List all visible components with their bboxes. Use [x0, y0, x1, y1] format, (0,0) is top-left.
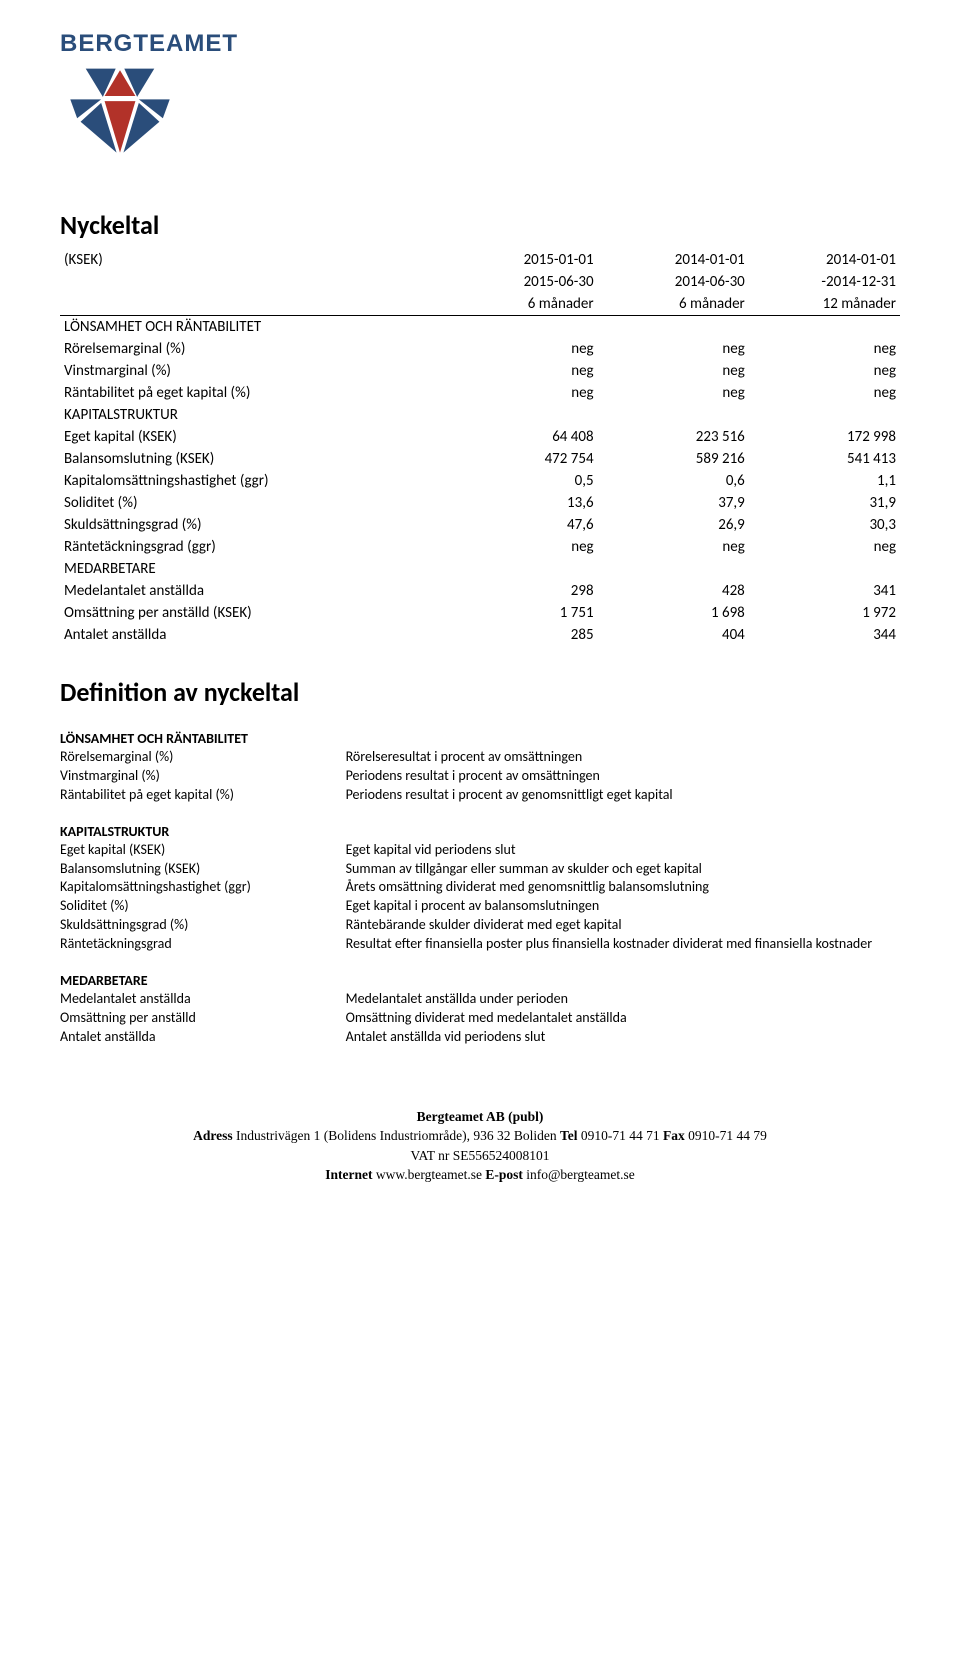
table-row: Eget kapital (KSEK)64 408223 516172 998 — [60, 426, 900, 448]
def-head: KAPITALSTRUKTUR — [60, 823, 900, 840]
table-row: Kapitalomsättningshastighet (ggr)0,50,61… — [60, 470, 900, 492]
footer-contact-line: Internet www.bergteamet.se E-post info@b… — [60, 1165, 900, 1185]
table-row: Räntabilitet på eget kapital (%)negnegne… — [60, 382, 900, 404]
table-row: Räntetäckningsgrad (ggr)negnegneg — [60, 536, 900, 558]
table-row: Balansomslutning (KSEK)472 754589 216541… — [60, 448, 900, 470]
def-row: Skuldsättningsgrad (%)Räntebärande skuld… — [60, 916, 900, 935]
nyckeltal-table: (KSEK) 2015-01-01 2014-01-01 2014-01-01 … — [60, 249, 900, 646]
section-head: LÖNSAMHET OCH RÄNTABILITET — [60, 316, 446, 339]
nyckeltal-title: Nyckeltal — [60, 209, 900, 241]
definitions-title: Definition av nyckeltal — [60, 676, 900, 708]
table-row: Skuldsättningsgrad (%)47,626,930,3 — [60, 514, 900, 536]
section-head: MEDARBETARE — [60, 558, 446, 580]
page-footer: Bergteamet AB (publ) Adress Industriväge… — [60, 1107, 900, 1185]
def-head: LÖNSAMHET OCH RÄNTABILITET — [60, 730, 900, 747]
def-row: Eget kapital (KSEK)Eget kapital vid peri… — [60, 841, 900, 860]
def-block-lonsamhet: LÖNSAMHET OCH RÄNTABILITET Rörelsemargin… — [60, 730, 900, 805]
logo-block: BERGTEAMET — [60, 30, 900, 169]
table-row: Rörelsemarginal (%)negnegneg — [60, 338, 900, 360]
header-row-1: (KSEK) 2015-01-01 2014-01-01 2014-01-01 — [60, 249, 900, 271]
def-row: Omsättning per anställdOmsättning divide… — [60, 1009, 900, 1028]
def-row: Soliditet (%)Eget kapital i procent av b… — [60, 897, 900, 916]
logo-text: BERGTEAMET — [60, 30, 900, 58]
table-row: Soliditet (%)13,637,931,9 — [60, 492, 900, 514]
def-row: Balansomslutning (KSEK)Summan av tillgån… — [60, 860, 900, 879]
table-row: Omsättning per anställd (KSEK)1 7511 698… — [60, 602, 900, 624]
def-row: Medelantalet anställdaMedelantalet anstä… — [60, 990, 900, 1009]
header-row-3: 6 månader 6 månader 12 månader — [60, 293, 900, 316]
table-row: Vinstmarginal (%)negnegneg — [60, 360, 900, 382]
table-row: Antalet anställda285404344 — [60, 624, 900, 646]
def-block-medarbetare: MEDARBETARE Medelantalet anställdaMedela… — [60, 972, 900, 1047]
section-head: KAPITALSTRUKTUR — [60, 404, 446, 426]
def-row: RäntetäckningsgradResultat efter finansi… — [60, 935, 900, 954]
def-row: Kapitalomsättningshastighet (ggr)Årets o… — [60, 878, 900, 897]
def-row: Räntabilitet på eget kapital (%)Perioden… — [60, 786, 900, 805]
def-block-kapital: KAPITALSTRUKTUR Eget kapital (KSEK)Eget … — [60, 823, 900, 954]
diamond-icon — [60, 64, 180, 164]
footer-company: Bergteamet AB (publ) — [60, 1107, 900, 1127]
def-head: MEDARBETARE — [60, 972, 900, 989]
footer-vat-line: VAT nr SE556524008101 — [60, 1146, 900, 1166]
def-row: Vinstmarginal (%)Periodens resultat i pr… — [60, 767, 900, 786]
def-row: Antalet anställdaAntalet anställda vid p… — [60, 1028, 900, 1047]
footer-address-line: Adress Industrivägen 1 (Bolidens Industr… — [60, 1126, 900, 1146]
def-row: Rörelsemarginal (%)Rörelseresultat i pro… — [60, 748, 900, 767]
header-row-2: 2015-06-30 2014-06-30 -2014-12-31 — [60, 271, 900, 293]
table-row: Medelantalet anställda298428341 — [60, 580, 900, 602]
